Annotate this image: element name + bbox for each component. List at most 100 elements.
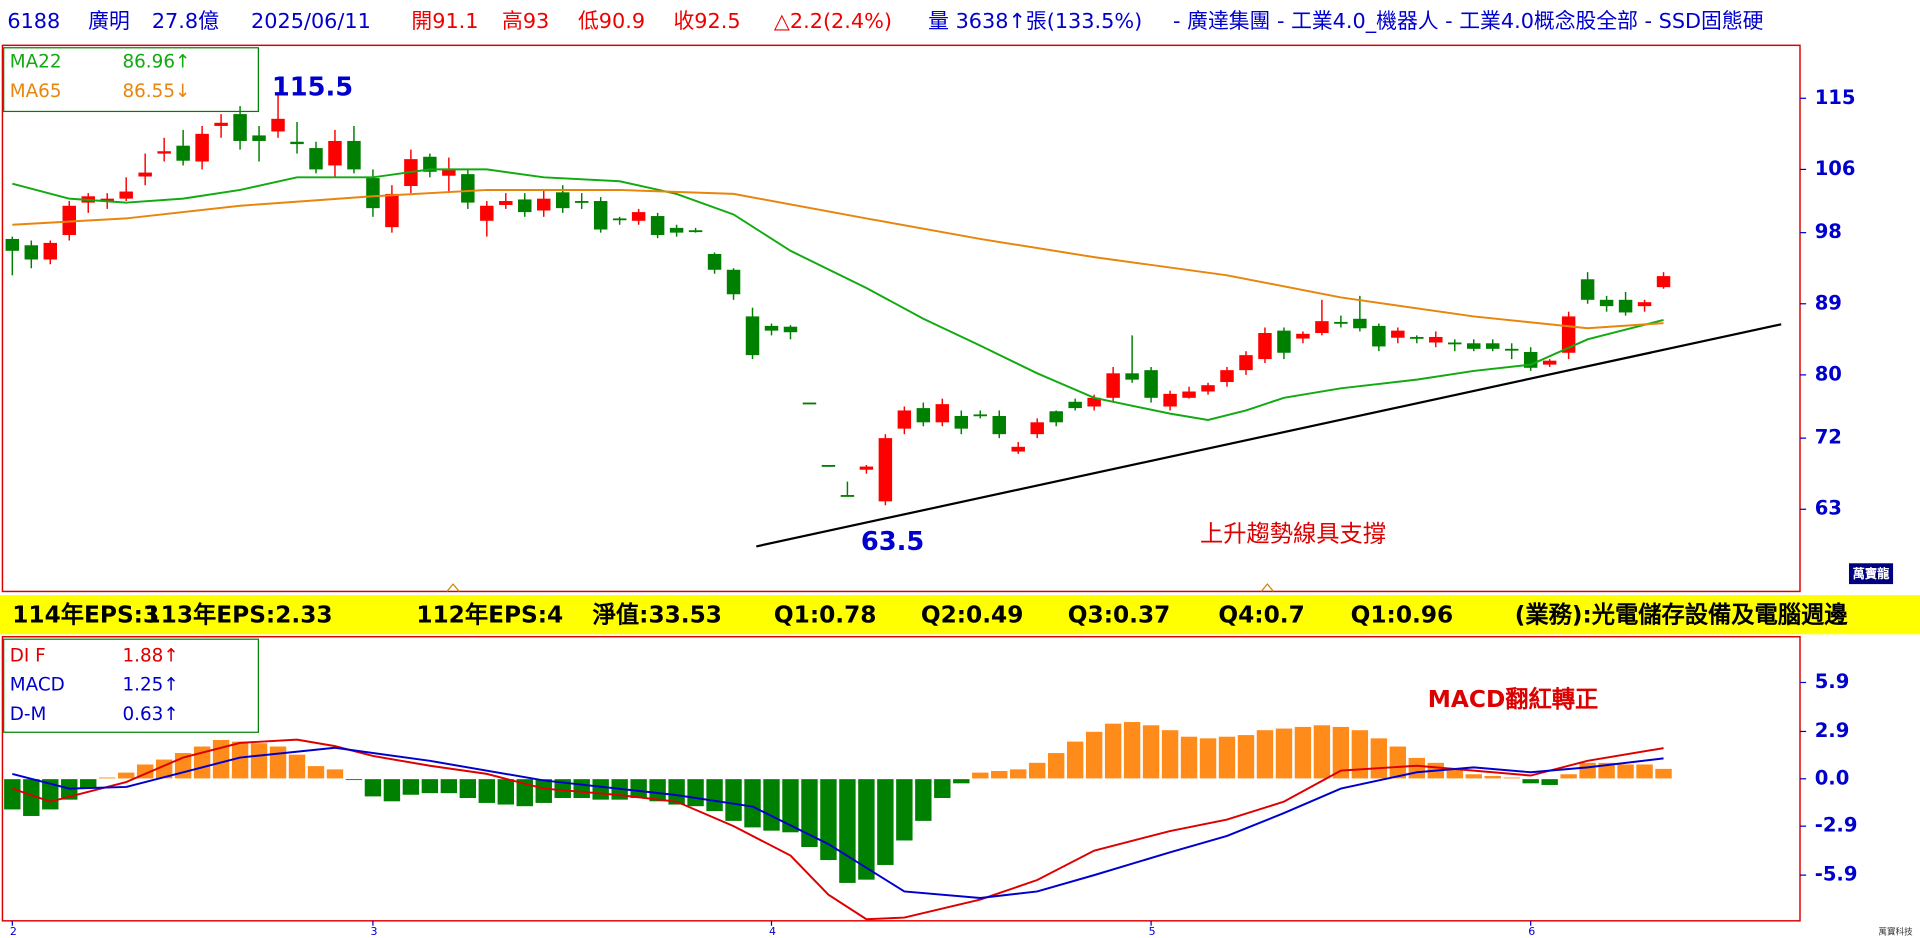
- candle-body: [24, 245, 39, 260]
- info-item: 淨值:33.53: [593, 601, 722, 628]
- legend-name: DI F: [10, 645, 46, 666]
- candle-body: [1220, 370, 1234, 383]
- candle-body: [707, 253, 722, 270]
- candle-body: [688, 230, 703, 233]
- indicator-line: [12, 188, 1664, 330]
- histogram-bar: [1540, 778, 1559, 786]
- histogram-bar: [819, 778, 838, 861]
- candle-body: [480, 205, 494, 221]
- candle-body: [897, 410, 912, 429]
- histogram-bar: [496, 778, 515, 806]
- candle-body: [290, 141, 304, 145]
- macd-plot: [3, 721, 1673, 921]
- histogram-bar: [1654, 768, 1673, 780]
- candle-body: [1504, 348, 1519, 351]
- candle-body: [1277, 330, 1291, 353]
- histogram-bar: [933, 778, 952, 799]
- histogram-bar: [800, 778, 819, 848]
- histogram-bar: [1047, 752, 1066, 780]
- histogram-bar: [1275, 727, 1293, 780]
- candle-body: [1410, 336, 1424, 339]
- candle-body: [764, 325, 779, 331]
- histogram-bar: [1199, 737, 1217, 780]
- candle-body: [1011, 446, 1025, 452]
- price-panel-frame: [1, 44, 1801, 593]
- info-item: Q2:0.49: [921, 601, 1024, 628]
- histogram-bar: [98, 776, 117, 780]
- candle-body: [783, 326, 798, 333]
- candle-body: [62, 205, 76, 236]
- y-tick-label: 98: [1815, 220, 1842, 243]
- histogram-bar: [1521, 778, 1540, 785]
- header-item: 27.8億: [152, 9, 219, 33]
- histogram-bar: [363, 778, 382, 798]
- histogram-bar: [629, 778, 648, 799]
- candle-body: [555, 192, 570, 209]
- candle-body: [612, 218, 627, 221]
- candle-body: [1087, 397, 1101, 407]
- candle-body: [176, 145, 190, 161]
- annotation: 63.5: [861, 527, 924, 557]
- histogram-bar: [857, 778, 876, 881]
- candle-body: [1580, 279, 1595, 300]
- legend-value: 86.96↑: [122, 51, 190, 72]
- candle-body: [1163, 393, 1177, 407]
- candle-body: [1637, 302, 1652, 307]
- candle-body: [1429, 336, 1443, 343]
- marker-triangles: [446, 583, 1274, 592]
- candle-body: [499, 201, 513, 205]
- candle-body: [973, 414, 988, 417]
- histogram-bar: [1123, 721, 1142, 780]
- candle-body: [1125, 373, 1139, 380]
- histogram-bar: [1350, 729, 1369, 780]
- histogram-bar: [1312, 724, 1331, 780]
- brand: 萬寶科技: [1878, 925, 1913, 937]
- histogram-bar: [1578, 762, 1597, 780]
- histogram-bar: [1142, 724, 1161, 780]
- candle-body: [1068, 401, 1082, 409]
- histogram-bar: [914, 778, 933, 822]
- candle-body: [271, 118, 285, 132]
- histogram-bar: [288, 753, 306, 780]
- candle-body: [1391, 330, 1405, 338]
- histogram-bar: [420, 778, 439, 794]
- x-tick-label: 2: [10, 925, 17, 938]
- header-item: △2.2(2.4%): [774, 9, 892, 33]
- candle-body: [1448, 342, 1462, 345]
- indicator-line: [12, 168, 1664, 421]
- histogram-bar: [326, 768, 344, 780]
- candle-body: [1372, 325, 1386, 347]
- candle-body: [366, 178, 380, 209]
- legend-name: MA65: [10, 81, 62, 102]
- candle-body: [100, 198, 114, 202]
- candle-body: [1656, 276, 1671, 288]
- legend-value: 1.88↑: [122, 645, 178, 666]
- histogram-bar: [1218, 735, 1236, 780]
- x-tick-label: 6: [1528, 925, 1535, 938]
- histogram-bar: [1616, 763, 1635, 780]
- histogram-bar: [250, 742, 268, 780]
- y-tick-label: -2.9: [1815, 814, 1858, 837]
- histogram-bar: [1331, 726, 1350, 780]
- histogram-bar: [41, 778, 60, 811]
- histogram-bar: [307, 765, 325, 780]
- histogram-bar: [724, 778, 743, 822]
- candle-body: [5, 238, 20, 251]
- info-item: Q1:0.78: [774, 601, 877, 628]
- histogram-bar: [1161, 729, 1180, 780]
- candle-body: [1182, 391, 1196, 398]
- header-item: 低90.9: [578, 9, 645, 33]
- histogram-bar: [686, 778, 705, 807]
- histogram-bar: [1066, 740, 1085, 780]
- header-item: 高93: [502, 9, 549, 33]
- histogram-bar: [572, 778, 591, 799]
- histogram-bar: [1502, 776, 1521, 780]
- candle-body: [442, 169, 456, 176]
- candle-body: [802, 402, 817, 405]
- candle-body: [537, 198, 551, 211]
- y-tick-label: 0.0: [1815, 766, 1850, 789]
- candle-body: [328, 140, 342, 166]
- candle-body: [1201, 385, 1215, 392]
- histogram-bar: [895, 778, 914, 842]
